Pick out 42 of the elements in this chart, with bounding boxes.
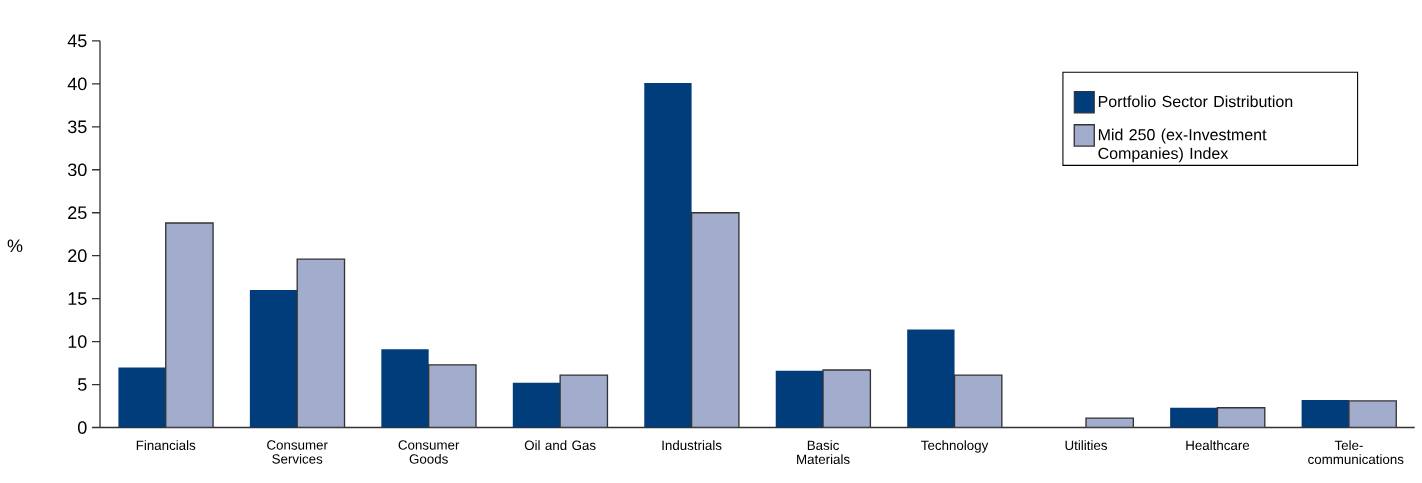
x-tick-label: Consumer Services [267, 440, 328, 464]
x-tick-label: Basic Materials [797, 440, 850, 465]
x-tick-label: Consumer Goods [398, 440, 460, 464]
y-tick-label: 30 [67, 163, 87, 177]
bar [1348, 400, 1397, 428]
bar [1216, 407, 1266, 428]
legend-label: Mid 250 (ex-Investment Companies) Index [1098, 128, 1267, 163]
bar [907, 329, 955, 428]
y-tick-label: 45 [67, 34, 87, 48]
y-axis-title: % [7, 239, 23, 253]
x-tick-label: Utilities [1065, 440, 1107, 451]
bar [953, 374, 1003, 428]
y-tick-label: 40 [67, 77, 87, 91]
bar [559, 374, 609, 428]
x-tick-label: Oil and Gas [524, 440, 596, 451]
bar [644, 82, 692, 428]
bar [118, 367, 166, 428]
y-tick-label: 0 [77, 421, 87, 434]
x-tick-label: Technology [921, 440, 989, 453]
bar [428, 364, 477, 428]
x-tick-label: Tele-communications [1308, 440, 1404, 465]
bar [381, 349, 429, 428]
x-tick-label: Industrials [662, 440, 722, 451]
legend-label: Portfolio Sector Distribution [1098, 95, 1293, 108]
bar [1085, 417, 1134, 428]
y-tick-label: 5 [77, 378, 87, 391]
bar [296, 258, 346, 428]
bar [249, 290, 298, 428]
y-tick-label: 15 [68, 292, 87, 305]
bar [822, 369, 872, 428]
y-tick-label: 10 [68, 335, 87, 348]
x-tick-label: Financials [136, 440, 196, 451]
bar [1301, 400, 1349, 428]
bar [512, 382, 561, 428]
bar [775, 370, 824, 428]
bar [1170, 407, 1218, 428]
bar [165, 222, 214, 428]
x-tick-label: Healthcare [1186, 440, 1250, 451]
bar [690, 212, 740, 428]
y-tick-label: 25 [68, 206, 87, 220]
y-tick-label: 35 [67, 120, 87, 134]
y-tick-label: 20 [68, 249, 87, 263]
